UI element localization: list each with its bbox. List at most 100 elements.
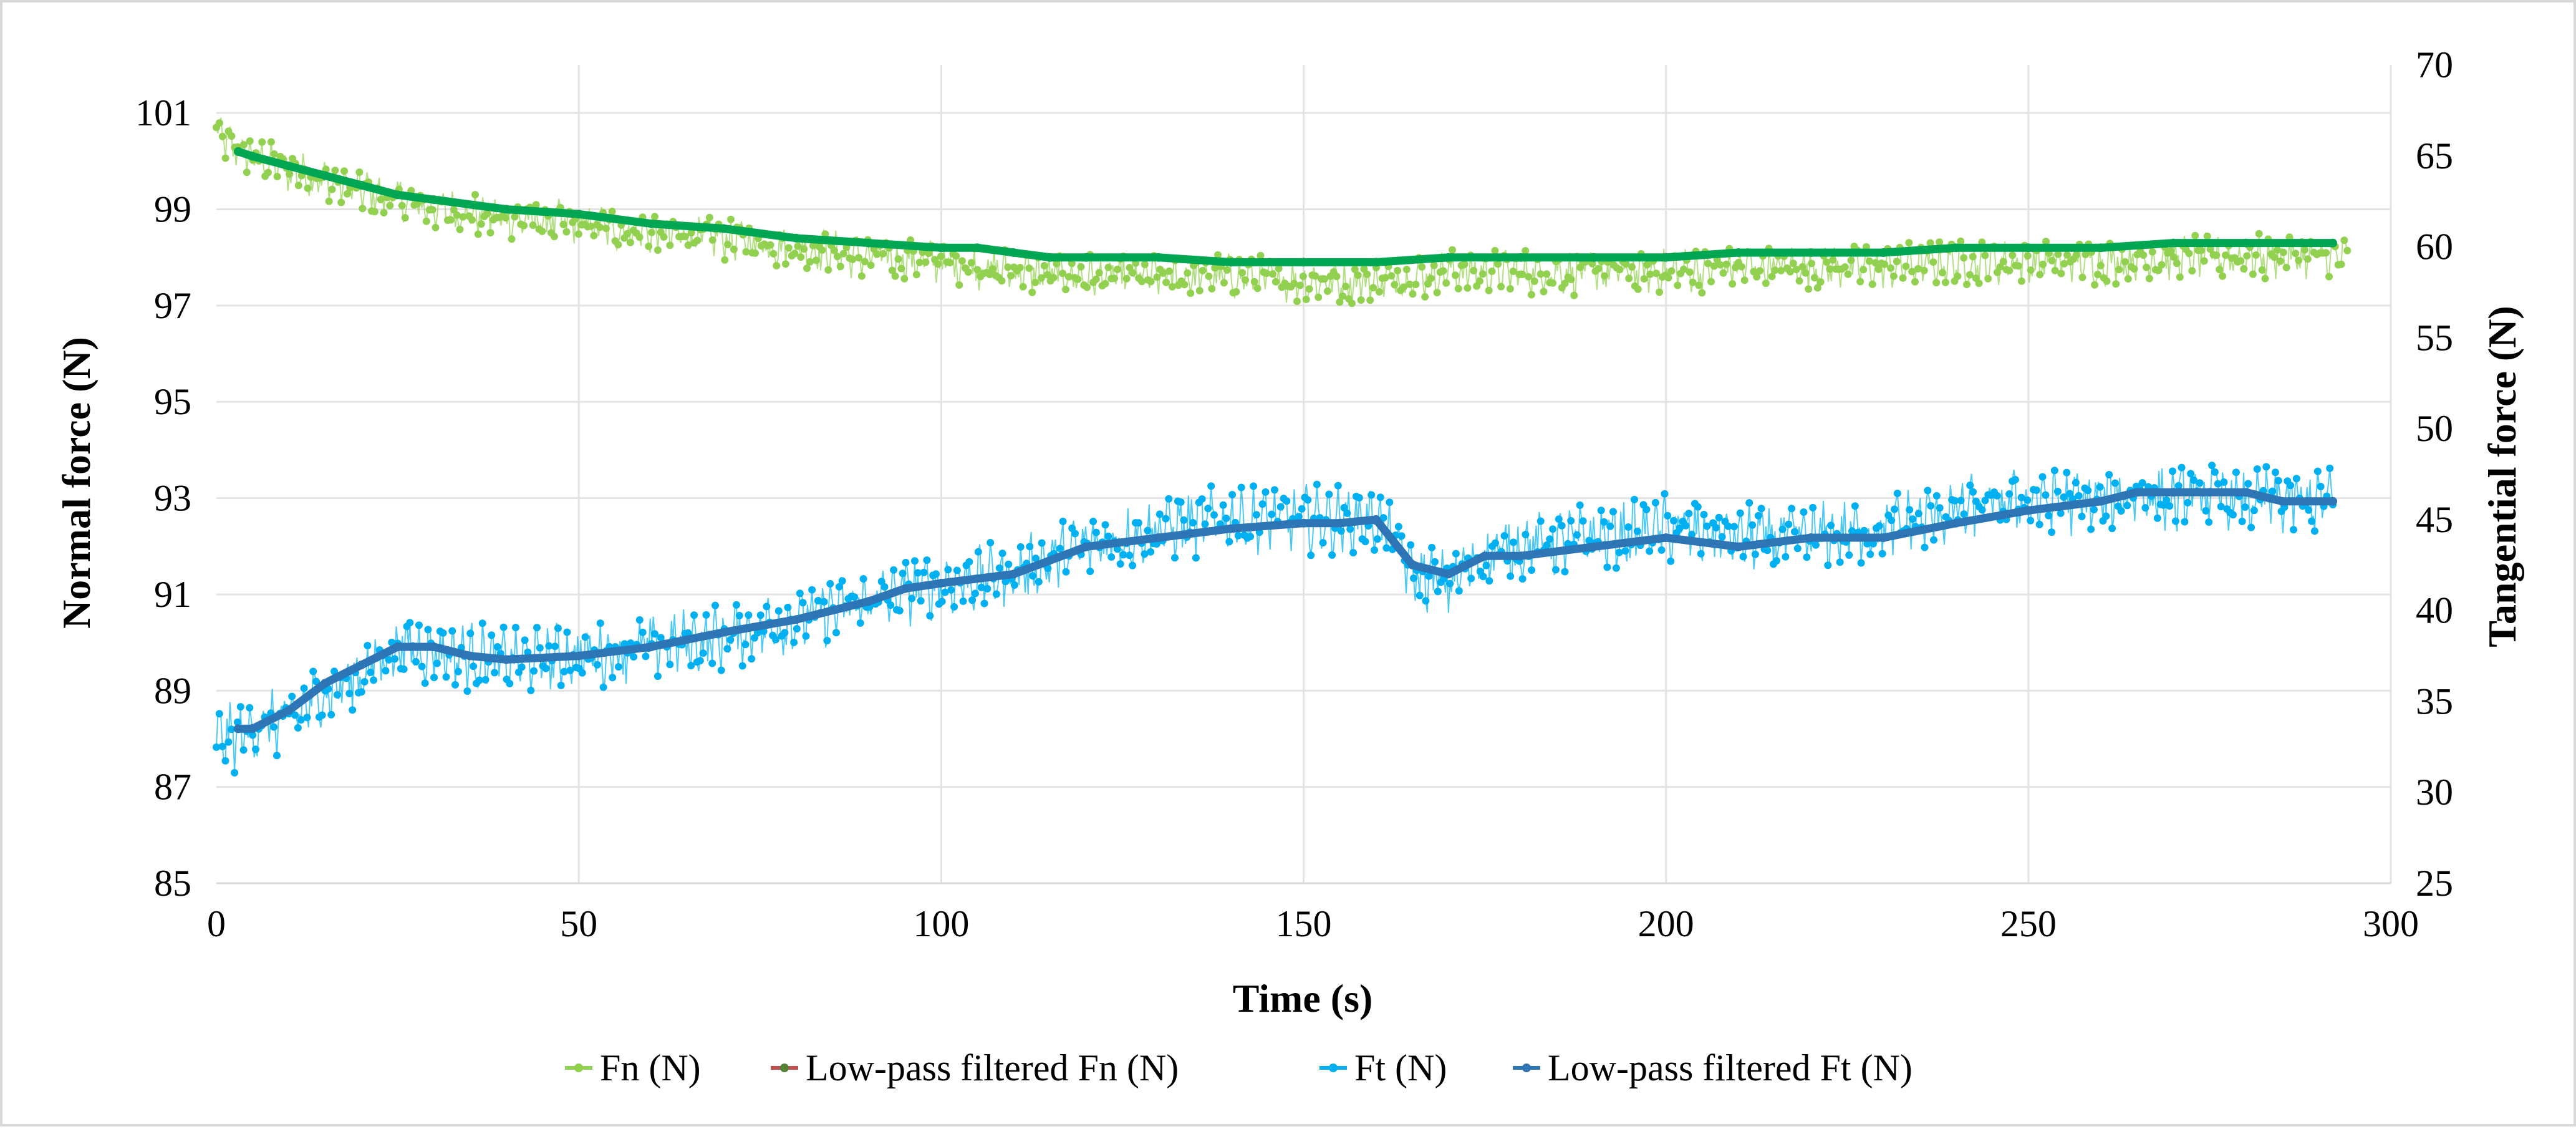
series-2-point [1349, 549, 1358, 557]
series-0-point [1805, 285, 1813, 293]
legend: Fn (N) Low-pass filtered Fn (N) Ft (N) L… [565, 1047, 1913, 1088]
series-1-point [937, 243, 946, 253]
series-0-point [1305, 285, 1313, 293]
series-0-point [1296, 281, 1304, 289]
series-2-point [1171, 554, 1179, 562]
series-0-point [1019, 283, 1027, 291]
series-2-point [1035, 578, 1043, 586]
y-left-tick-label-95: 95 [154, 381, 191, 422]
series-2-point [1198, 495, 1206, 503]
series-0-point [1369, 284, 1377, 292]
series-2-point [1863, 540, 1871, 548]
series-line-1 [234, 147, 2337, 266]
series-0-point [1707, 278, 1715, 286]
series-1-point [2096, 243, 2106, 253]
series-2-point [1558, 521, 1566, 530]
legend-item-ft: Ft (N) [1319, 1047, 1447, 1088]
series-2-point [1688, 530, 1696, 538]
series-0-point [2258, 266, 2266, 274]
series-0-point [1494, 260, 1502, 268]
series-2-point [666, 661, 674, 669]
series-1-point [1517, 253, 1526, 262]
series-2-point [1044, 564, 1052, 573]
series-0-point [1549, 279, 1557, 287]
series-0-point [912, 271, 920, 279]
series-2-point [542, 664, 550, 672]
legend-label-filtered-fn: Low-pass filtered Fn (N) [806, 1047, 1179, 1088]
series-0-point [857, 272, 866, 280]
series-2-point [802, 632, 810, 640]
series-0-point [894, 255, 902, 263]
y-right-tick-label-35: 35 [2416, 681, 2453, 722]
series-2-point [708, 659, 716, 667]
series-0-point [1232, 288, 1240, 296]
series-0-point [900, 274, 909, 283]
series-0-point [2216, 266, 2224, 274]
series-2-point [2211, 468, 2219, 476]
series-0-point [2270, 253, 2279, 261]
series-2-point [995, 564, 1003, 572]
series-0-point [477, 220, 485, 228]
series-0-point [1740, 276, 1749, 284]
series-0-point [1771, 266, 1779, 274]
series-0-point [1165, 267, 1173, 275]
series-3-point [284, 706, 294, 715]
series-0-point [773, 262, 781, 269]
series-2-point [745, 611, 753, 619]
tick-labels: 0 50 100 150 200 250 300 85 87 89 91 93 95 97 99 101 25 3… [135, 44, 2453, 944]
series-2-point [297, 716, 305, 724]
series-0-point [1966, 271, 1974, 279]
series-2-point [233, 718, 241, 726]
legend-item-filtered-ft: Low-pass filtered Ft (N) [1513, 1047, 1913, 1088]
series-0-point [824, 266, 832, 274]
series-0-point [2185, 250, 2193, 258]
series-2-point [1891, 505, 1898, 513]
series-2-point [2187, 470, 2195, 478]
series-2-point [1479, 573, 1487, 581]
series-0-point [1122, 274, 1131, 283]
series-2-point [1869, 540, 1877, 548]
series-2-point [1763, 546, 1772, 555]
series-0-point [459, 213, 467, 221]
series-0-point [1509, 268, 1517, 275]
y-right-tick-label-70: 70 [2416, 44, 2453, 85]
series-0-point [608, 208, 616, 215]
series-0-point [1387, 272, 1396, 280]
y-axis-right-title: Tangential force (N) [2480, 306, 2524, 647]
series-0-point [2048, 256, 2056, 264]
series-0-point [2276, 257, 2284, 265]
series-2-point [917, 597, 925, 605]
series-0-point [1101, 279, 1109, 288]
series-0-point [937, 253, 945, 260]
x-tick-label-100: 100 [913, 903, 969, 944]
series-2-point [1319, 539, 1327, 547]
series-3-point [1009, 569, 1018, 579]
series-0-point [2322, 249, 2330, 257]
series-2-point [1851, 502, 1859, 510]
series-2-point [2048, 528, 2056, 536]
series-0-point [681, 233, 689, 241]
series-2-point [360, 678, 369, 686]
series-2-point [1927, 502, 1935, 510]
series-0-point [812, 256, 820, 264]
series-0-point [370, 208, 379, 216]
series-2-point [312, 677, 320, 686]
series-2-point [1328, 551, 1336, 559]
series-0-point [468, 216, 476, 224]
series-2-point [1936, 504, 1944, 512]
series-0-point [2051, 266, 2059, 274]
y-right-tick-label-55: 55 [2416, 317, 2453, 358]
series-2-point [1340, 504, 1348, 511]
series-2-point [1811, 541, 1820, 549]
series-1-point [393, 190, 402, 200]
series-3-point [1299, 518, 1308, 528]
series-2-point [2042, 491, 2050, 499]
series-0-point [446, 216, 455, 224]
series-2-point [774, 607, 783, 615]
series-0-point [952, 252, 960, 260]
series-0-point [1656, 288, 1663, 296]
series-2-point [596, 619, 604, 627]
series-0-point [574, 230, 582, 238]
series-2-point [923, 556, 931, 564]
series-2-point [1685, 510, 1693, 518]
